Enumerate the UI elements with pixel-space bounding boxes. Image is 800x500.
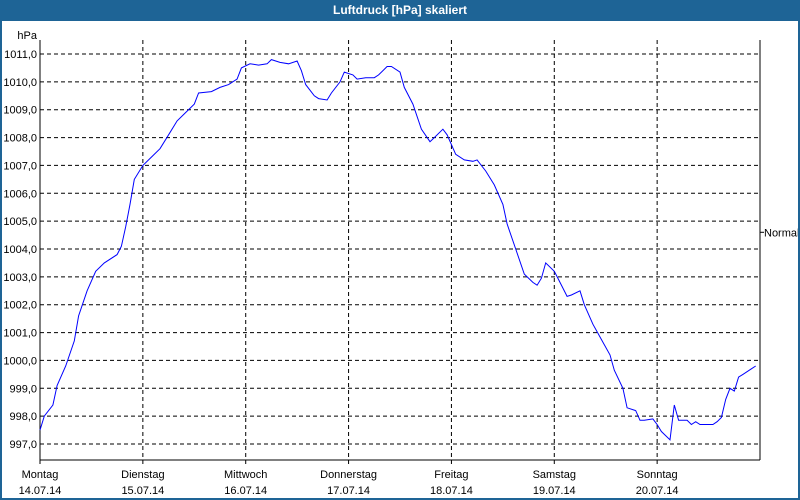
x-tick-day: Donnerstag — [320, 469, 377, 481]
pressure-chart: 997,0 998,0 999,0 1000,0 1001,0 1002,0 1003,0 1… — [3, 30, 798, 497]
x-tick-date: 17.07.14 — [327, 485, 370, 497]
y-tick-label: 1011,0 — [4, 49, 37, 61]
chart-panel: 997,0 998,0 999,0 1000,0 1001,0 1002,0 1003,0 1… — [2, 21, 798, 498]
y-tick-label: 1010,0 — [3, 77, 37, 89]
x-tick-day: Samstag — [533, 469, 576, 481]
x-tick-day: Freitag — [434, 469, 468, 481]
y-tick-label: 1006,0 — [3, 188, 37, 200]
x-tick-day: Dienstag — [121, 469, 164, 481]
window-title: Luftdruck [hPa] skaliert — [0, 0, 800, 20]
y-tick-label: 1009,0 — [3, 105, 37, 117]
y-tick-label: 999,0 — [9, 383, 37, 395]
y-tick-label: 997,0 — [9, 439, 37, 451]
x-tick-day: Montag — [22, 469, 59, 481]
y-tick-label: 1008,0 — [3, 133, 37, 145]
y-tick-label: 1000,0 — [3, 355, 37, 367]
x-tick-date: 19.07.14 — [533, 485, 576, 497]
pressure-line — [39, 59, 756, 441]
y-tick-label: 1007,0 — [3, 160, 37, 172]
y-tick-label: 1002,0 — [3, 300, 37, 312]
y-tick-label: 1005,0 — [3, 216, 37, 228]
y-tick-label: 998,0 — [9, 411, 37, 423]
x-tick-date: 18.07.14 — [430, 485, 473, 497]
x-tick-date: 20.07.14 — [636, 485, 679, 497]
x-tick-date: 15.07.14 — [121, 485, 164, 497]
x-tick-day: Sonntag — [637, 469, 678, 481]
y-tick-label: 1001,0 — [3, 328, 37, 340]
x-tick-date: 16.07.14 — [224, 485, 267, 497]
normal-label: Normal — [764, 227, 798, 239]
x-tick-date: 14.07.14 — [19, 485, 62, 497]
x-tick-day: Mittwoch — [224, 469, 267, 481]
y-tick-label: 1004,0 — [3, 244, 37, 256]
y-tick-label: 1003,0 — [3, 272, 37, 284]
y-axis-unit: hPa — [17, 30, 37, 42]
